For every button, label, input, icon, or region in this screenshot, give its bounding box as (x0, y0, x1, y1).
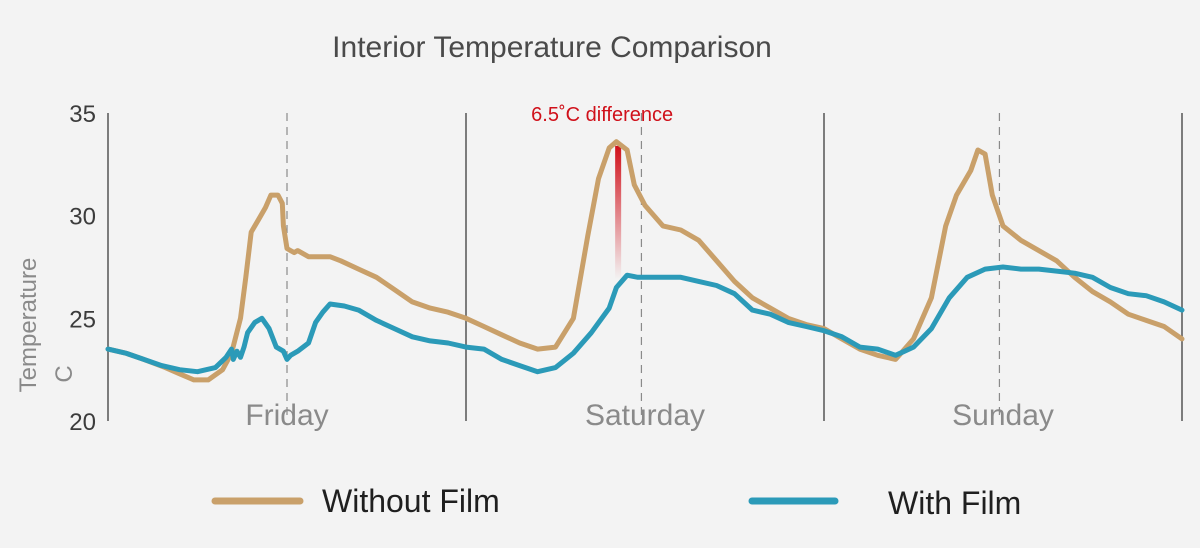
series-line-without-film (105, 139, 1185, 383)
difference-bar (615, 145, 622, 280)
difference-annotation: 6.5˚C difference (531, 104, 673, 126)
series-lines (105, 139, 1185, 383)
y-tick-label: 25 (69, 306, 96, 333)
y-axis-label-line1: Temperature (15, 258, 42, 393)
legend-item-with-film: With Film (748, 485, 1021, 521)
y-tick-label: 30 (69, 204, 96, 231)
y-axis-label: Temperature C (15, 258, 78, 393)
day-labels: Friday Saturday Sunday (245, 399, 1054, 432)
day-dividers (107, 113, 1183, 421)
legend-label-without-film: Without Film (322, 483, 500, 519)
legend-label-with-film: With Film (888, 485, 1021, 521)
chart-title: Interior Temperature Comparison (332, 31, 772, 64)
legend: Without Film With Film (211, 483, 1021, 521)
y-tick-label: 20 (69, 409, 96, 436)
series-line-with-film (105, 264, 1185, 375)
y-axis-label-line2: C (51, 365, 78, 382)
legend-item-without-film: Without Film (211, 483, 500, 519)
y-axis-ticks: 20 25 30 35 (69, 101, 96, 436)
y-tick-label: 35 (69, 101, 96, 128)
day-label-friday: Friday (245, 399, 328, 432)
peak-markers (286, 113, 1001, 421)
day-label-saturday: Saturday (585, 399, 705, 432)
day-label-sunday: Sunday (952, 399, 1054, 432)
